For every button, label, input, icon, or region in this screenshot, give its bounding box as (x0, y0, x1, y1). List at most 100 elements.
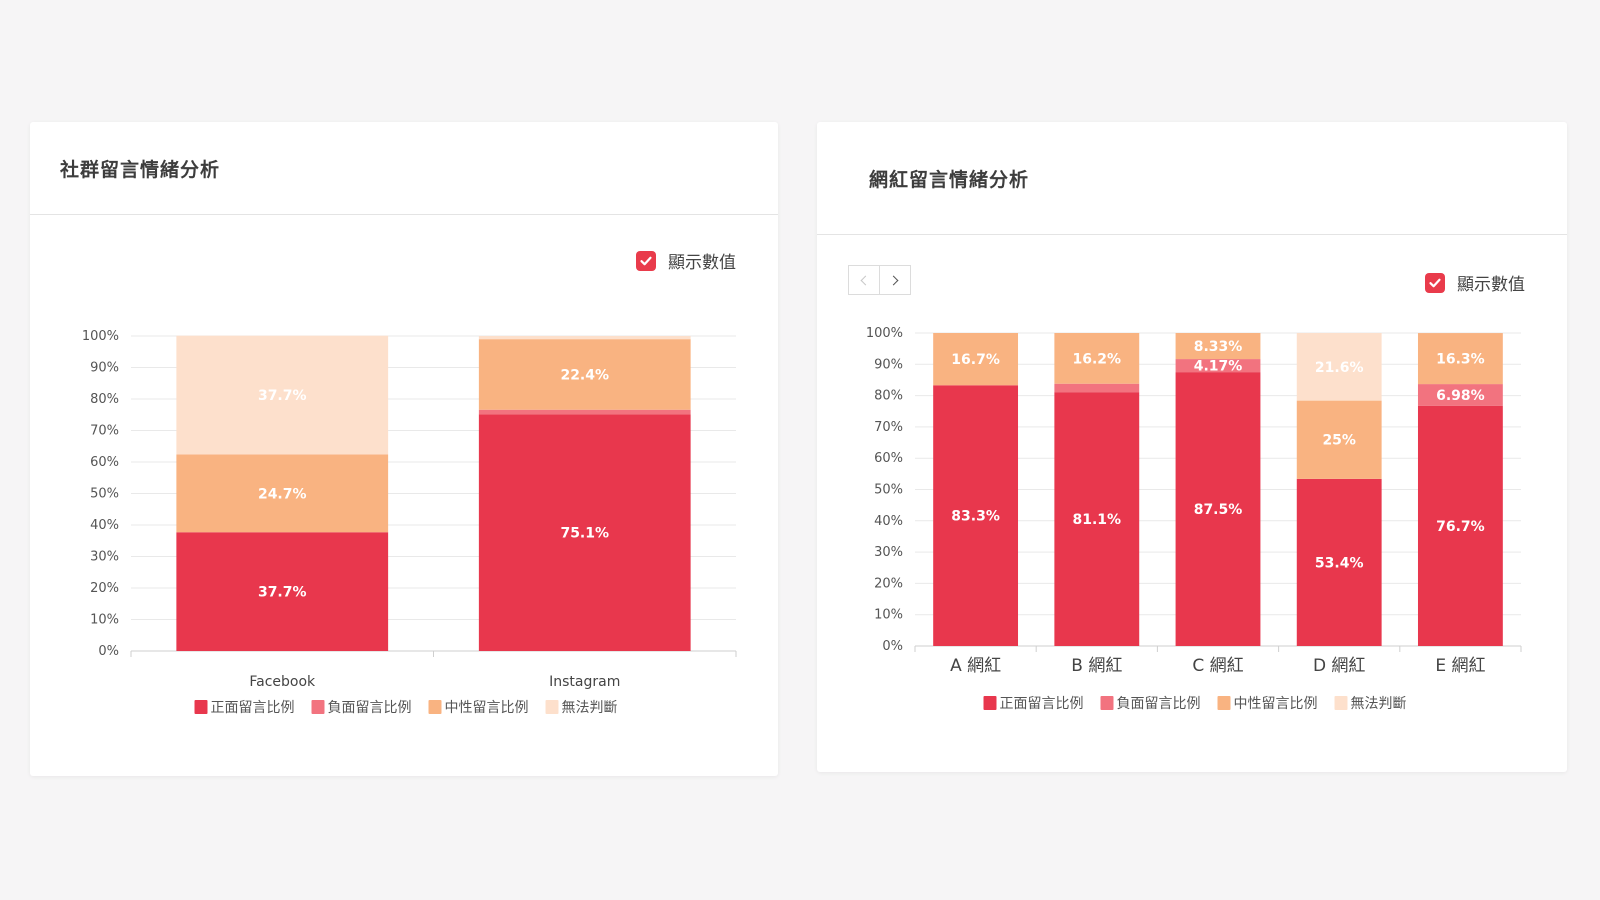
legend-label: 中性留言比例 (1234, 696, 1318, 712)
y-tick-label: 100% (82, 329, 119, 344)
legend-swatch (428, 700, 442, 714)
next-page-button[interactable] (880, 265, 911, 295)
data-label: 25% (1322, 433, 1356, 449)
prev-page-button[interactable] (848, 265, 880, 295)
legend-swatch (311, 700, 325, 714)
bar-segment (1175, 333, 1261, 360)
y-tick-label: 0% (98, 644, 119, 659)
legend-label: 負面留言比例 (328, 700, 412, 716)
legend-label: 無法判斷 (562, 700, 618, 716)
social-sentiment-card: 社群留言情緒分析 顯示數值 0% 10% 20% 30% 40% 50% 60% 70% 80%… (30, 122, 778, 776)
bar-segment (1417, 384, 1503, 406)
legend-label: 無法判斷 (1351, 696, 1407, 712)
bar-segment (176, 532, 389, 651)
show-values-label: 顯示數值 (1457, 275, 1525, 295)
data-label: 76.7% (1436, 519, 1485, 535)
data-label: 21.6% (1315, 360, 1364, 376)
data-label: 83.3% (951, 509, 1000, 525)
y-tick-label: 50% (90, 487, 119, 502)
legend-label: 中性留言比例 (445, 700, 529, 716)
bar-segment (478, 409, 691, 415)
bar-segment (1054, 333, 1140, 384)
legend-swatch (1100, 696, 1114, 710)
bar-segment (478, 339, 691, 410)
x-category-label: E 網紅 (1435, 656, 1485, 676)
bar-segment (933, 333, 1019, 386)
legend-swatch (983, 696, 997, 710)
y-tick-label: 20% (90, 581, 119, 596)
legend-label: 負面留言比例 (1117, 696, 1201, 712)
bar-segment (1054, 392, 1140, 646)
data-label: 8.33% (1194, 339, 1243, 355)
data-label: 24.7% (258, 486, 307, 502)
y-tick-label: 50% (874, 483, 903, 498)
x-category-label: Facebook (249, 674, 316, 690)
show-values-toggle[interactable]: 顯示數值 (1425, 270, 1525, 295)
y-tick-label: 80% (90, 392, 119, 407)
data-label: 81.1% (1073, 512, 1122, 528)
x-category-label: A 網紅 (950, 656, 1001, 676)
y-tick-label: 40% (90, 518, 119, 533)
data-label: 53.4% (1315, 555, 1364, 571)
legend-label: 正面留言比例 (211, 700, 295, 716)
card-header: 網紅留言情緒分析 (817, 122, 1567, 235)
y-tick-label: 30% (874, 545, 903, 560)
social-sentiment-chart: 0% 10% 20% 30% 40% 50% 60% 70% 80% 90% 100% 37.7% 24… (82, 329, 737, 716)
y-tick-label: 80% (874, 389, 903, 404)
bar-segment (176, 335, 389, 455)
y-tick-label: 10% (90, 613, 119, 628)
data-label: 22.4% (560, 367, 609, 383)
bar-segment (1296, 400, 1382, 479)
bar-segment (1296, 333, 1382, 401)
y-tick-label: 60% (90, 455, 119, 470)
legend-swatch (194, 700, 208, 714)
legend-swatch (1217, 696, 1231, 710)
data-label: 4.17% (1194, 359, 1243, 375)
bar-segment (176, 454, 389, 533)
card-header: 社群留言情緒分析 (30, 122, 778, 215)
y-tick-label: 30% (90, 550, 119, 565)
show-values-label: 顯示數值 (668, 253, 736, 273)
checkbox-checked-icon[interactable] (1425, 272, 1445, 293)
card-title: 網紅留言情緒分析 (869, 169, 1030, 191)
data-label: 37.7% (258, 388, 307, 404)
data-label: 6.98% (1436, 388, 1485, 404)
bar-segment (933, 385, 1019, 646)
influencer-sentiment-chart: 0% 10% 20% 30% 40% 50% 60% 70% 80% 90% 100% 83.3% 16… (866, 326, 1522, 712)
y-tick-label: 40% (874, 514, 903, 529)
bar-segment (1175, 372, 1261, 646)
data-label: 16.7% (951, 352, 1000, 368)
x-category-label: B 網紅 (1071, 656, 1122, 676)
y-tick-label: 90% (874, 357, 903, 372)
bar-segment (1417, 405, 1503, 646)
data-label: 87.5% (1194, 502, 1243, 518)
x-category-label: Instagram (549, 674, 620, 690)
bar-segment (1417, 333, 1503, 385)
y-tick-label: 70% (90, 424, 119, 439)
bar-segment (1054, 383, 1140, 393)
bar-segment (478, 414, 691, 651)
data-label: 75.1% (560, 526, 609, 542)
data-label: 37.7% (258, 585, 307, 601)
show-values-toggle[interactable]: 顯示數值 (636, 248, 736, 273)
x-category-label: D 網紅 (1313, 656, 1366, 676)
y-tick-label: 20% (874, 576, 903, 591)
data-label: 16.2% (1073, 351, 1122, 367)
y-tick-label: 90% (90, 361, 119, 376)
bar-segment (1175, 359, 1261, 373)
y-tick-label: 10% (874, 608, 903, 623)
y-tick-label: 70% (874, 420, 903, 435)
legend-swatch (545, 700, 559, 714)
pager (848, 265, 911, 295)
data-label: 16.3% (1436, 352, 1485, 368)
card-title: 社群留言情緒分析 (60, 159, 221, 181)
y-tick-label: 0% (882, 639, 903, 654)
y-tick-label: 60% (874, 451, 903, 466)
legend-label: 正面留言比例 (1000, 696, 1084, 712)
bar-segment (1296, 478, 1382, 646)
checkbox-checked-icon[interactable] (636, 250, 656, 271)
legend-swatch (1334, 696, 1348, 710)
influencer-sentiment-card: 網紅留言情緒分析 顯示數值 0% 10% 20% 30% 40% 50% 60% 70% 80%… (817, 122, 1567, 772)
bar-segment (478, 336, 691, 340)
x-category-label: C 網紅 (1192, 656, 1243, 676)
